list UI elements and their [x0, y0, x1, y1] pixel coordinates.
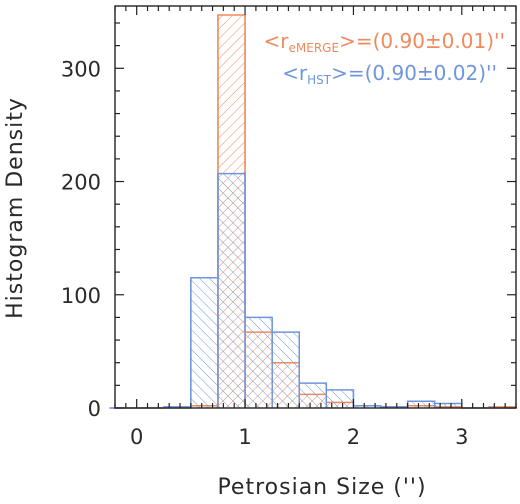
- x-tick-label: 2: [347, 425, 360, 449]
- bar-hst-7: [299, 383, 327, 408]
- series-hst: [109, 172, 516, 409]
- bar-hst-12: [434, 403, 462, 408]
- legend: <reMERGE>=(0.90±0.01)'' <rHST>=(0.90±0.0…: [264, 29, 505, 87]
- x-tick-label: 3: [455, 425, 468, 449]
- bar-hst-4: [217, 173, 246, 408]
- bar-hst-11: [407, 401, 435, 408]
- bar-hst-9: [353, 405, 381, 408]
- ticks-layer: 0 1 2 3 0 100 200 300: [61, 6, 517, 449]
- bar-hst-3: [190, 277, 218, 408]
- y-axis-label: Histogram Density: [3, 97, 28, 319]
- legend-entry-hst: <rHST>=(0.90±0.02)'': [282, 61, 497, 87]
- outline-hst: [109, 172, 516, 409]
- plot-frame: [114, 5, 517, 409]
- bar-hst-8: [326, 389, 354, 408]
- bar-hst-5: [245, 317, 273, 408]
- x-axis-label: Petrosian Size (''): [217, 475, 426, 500]
- x-tick-label: 1: [238, 425, 251, 449]
- y-tick-label: 200: [61, 171, 101, 195]
- bars-layer: [109, 14, 517, 409]
- x-tick-label: 0: [130, 425, 143, 449]
- bar-hst-6: [272, 332, 300, 408]
- y-tick-label: 100: [61, 284, 101, 308]
- y-tick-label: 0: [88, 397, 101, 421]
- axes-layer: [114, 5, 517, 409]
- legend-entry-emerge: <reMERGE>=(0.90±0.01)'': [264, 29, 505, 55]
- y-tick-label: 300: [61, 57, 101, 81]
